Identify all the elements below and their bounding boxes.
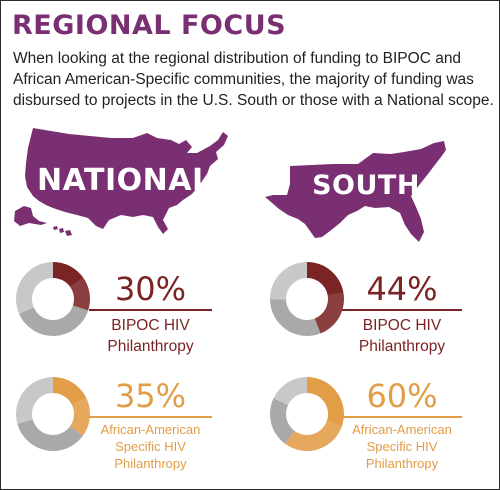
south-region-shape <box>265 141 446 242</box>
stat-national-aa: 35% African-American Specific HIV Philan… <box>89 379 212 479</box>
stat-caption: BIPOC HIV Philanthropy <box>358 317 446 355</box>
donut-value-slice <box>53 377 91 436</box>
donut-south-aa <box>270 377 344 451</box>
donut-national-bipoc <box>15 262 91 336</box>
data-label: 30% <box>114 270 187 308</box>
divider <box>342 416 462 418</box>
donut-remainder-slice <box>15 377 53 424</box>
data-label: 35% <box>114 377 187 415</box>
donut-remainder-slice <box>15 262 53 314</box>
divider <box>342 309 462 311</box>
south-label: SOUTH <box>312 170 420 201</box>
stat-caption: African-American Specific HIV Philanthro… <box>100 422 201 471</box>
donut-south-bipoc <box>270 262 344 336</box>
divider <box>89 416 212 418</box>
donut-remainder-slice <box>17 419 83 451</box>
donut-value-shade <box>314 292 344 334</box>
stat-national-bipoc: 30% BIPOC HIV Philanthropy <box>89 270 212 355</box>
intro-paragraph: When looking at the regional distributio… <box>13 50 494 109</box>
stat-caption: African-American Specific HIV Philanthro… <box>352 422 452 471</box>
data-label: 60% <box>366 377 438 415</box>
us-map-national <box>14 128 228 236</box>
stat-south-aa: 60% African-American Specific HIV Philan… <box>342 379 462 479</box>
alaska-shape <box>14 206 47 226</box>
page-title: REGIONAL FOCUS <box>12 10 287 41</box>
donut-remainder-slice <box>270 262 307 300</box>
donut-remainder-slice <box>270 398 295 444</box>
data-label: 44% <box>366 270 438 308</box>
stat-south-bipoc: 44% BIPOC HIV Philanthropy <box>342 270 462 355</box>
donut-value-slice <box>53 262 90 311</box>
donut-value-slice <box>285 377 344 451</box>
donut-value-slice <box>307 262 344 334</box>
donut-remainder-slice <box>273 377 307 406</box>
donut-remainder-slice <box>19 305 89 336</box>
donut-remainder-slice <box>270 299 321 336</box>
hawaii-shape <box>53 226 72 236</box>
stat-caption: BIPOC HIV Philanthropy <box>107 317 194 355</box>
donut-value-shade <box>285 420 343 451</box>
us-map-south <box>265 141 446 242</box>
donut-value-shade <box>69 277 91 311</box>
us-mainland-shape <box>25 128 228 234</box>
donut-national-aa <box>15 377 91 451</box>
donut-value-shade <box>69 397 91 436</box>
divider <box>89 309 212 311</box>
national-label: NATIONAL <box>37 163 212 198</box>
